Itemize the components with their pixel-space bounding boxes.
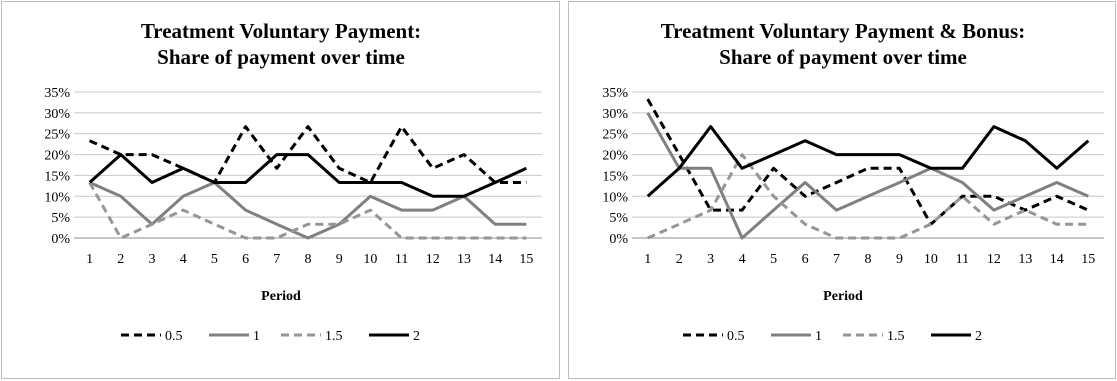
x-tick-label: 8 bbox=[865, 252, 872, 267]
x-axis-title: Period bbox=[823, 289, 863, 304]
x-tick-label: 3 bbox=[707, 252, 714, 267]
legend-label: 1 bbox=[253, 329, 260, 344]
chart-title: Share of payment over time bbox=[719, 45, 967, 69]
x-tick-label: 6 bbox=[802, 252, 809, 267]
y-tick-label: 0% bbox=[51, 232, 70, 247]
x-tick-label: 6 bbox=[242, 252, 249, 267]
series-line-2 bbox=[88, 153, 528, 198]
x-tick-label: 7 bbox=[273, 252, 280, 267]
legend-label: 1 bbox=[815, 329, 822, 344]
x-tick-label: 12 bbox=[426, 252, 440, 267]
x-tick-label: 11 bbox=[395, 252, 408, 267]
x-tick-label: 9 bbox=[336, 252, 343, 267]
series-line-0.5 bbox=[88, 125, 527, 184]
x-tick-label: 2 bbox=[676, 252, 683, 267]
x-tick-label: 7 bbox=[833, 252, 840, 267]
x-tick-label: 10 bbox=[363, 252, 377, 267]
series-line-1 bbox=[646, 112, 1089, 240]
y-tick-label: 30% bbox=[602, 107, 628, 122]
legend-label: 0.5 bbox=[165, 329, 183, 344]
x-tick-label: 15 bbox=[519, 252, 533, 267]
x-tick-label: 10 bbox=[924, 252, 938, 267]
y-tick-label: 20% bbox=[602, 149, 628, 164]
y-tick-label: 15% bbox=[602, 169, 628, 184]
legend-label: 2 bbox=[975, 329, 982, 344]
x-tick-label: 14 bbox=[1050, 252, 1064, 267]
chart-svg-right: Treatment Voluntary Payment & Bonus:Shar… bbox=[602, 19, 1104, 344]
x-tick-label: 9 bbox=[896, 252, 903, 267]
y-tick-label: 35% bbox=[44, 86, 70, 101]
x-tick-label: 4 bbox=[180, 252, 187, 267]
y-tick-label: 25% bbox=[44, 128, 70, 143]
y-tick-label: 0% bbox=[609, 232, 628, 247]
y-tick-label: 10% bbox=[44, 190, 70, 205]
x-tick-label: 12 bbox=[987, 252, 1001, 267]
y-tick-label: 5% bbox=[51, 211, 70, 226]
series-line-1.5 bbox=[88, 181, 527, 240]
y-tick-label: 10% bbox=[602, 190, 628, 205]
y-tick-label: 25% bbox=[602, 128, 628, 143]
x-tick-label: 4 bbox=[739, 252, 746, 267]
x-tick-label: 13 bbox=[457, 252, 471, 267]
chart-title: Treatment Voluntary Payment: bbox=[141, 19, 421, 43]
x-tick-label: 5 bbox=[770, 252, 777, 267]
x-tick-label: 3 bbox=[149, 252, 156, 267]
legend-label: 2 bbox=[413, 329, 420, 344]
chart-title: Share of payment over time bbox=[157, 45, 405, 69]
y-tick-label: 15% bbox=[44, 169, 70, 184]
x-tick-label: 2 bbox=[117, 252, 124, 267]
x-axis-title: Period bbox=[261, 289, 301, 304]
y-tick-label: 35% bbox=[602, 86, 628, 101]
x-tick-label: 11 bbox=[956, 252, 969, 267]
series-line-1.5 bbox=[647, 153, 1089, 240]
chart-title: Treatment Voluntary Payment & Bonus: bbox=[661, 19, 1025, 43]
x-tick-label: 1 bbox=[644, 252, 651, 267]
x-tick-label: 5 bbox=[211, 252, 218, 267]
x-tick-label: 13 bbox=[1018, 252, 1032, 267]
y-tick-label: 5% bbox=[609, 211, 628, 226]
chart-panel-left: Treatment Voluntary Payment: Share of pay… bbox=[1, 1, 560, 379]
y-tick-label: 30% bbox=[44, 107, 70, 122]
chart-svg-left: Treatment Voluntary Payment:Share of pay… bbox=[44, 19, 542, 344]
x-tick-label: 8 bbox=[305, 252, 312, 267]
chart-panel-right: Treatment Voluntary Payment & Bonus: Shar… bbox=[568, 1, 1116, 379]
legend-label: 0.5 bbox=[727, 329, 745, 344]
y-tick-label: 20% bbox=[44, 149, 70, 164]
legend-label: 1.5 bbox=[325, 329, 343, 344]
x-tick-label: 15 bbox=[1081, 252, 1095, 267]
x-tick-label: 14 bbox=[488, 252, 502, 267]
legend-label: 1.5 bbox=[887, 329, 905, 344]
series-line-0.5 bbox=[646, 98, 1089, 226]
series-line-2 bbox=[646, 125, 1090, 198]
series-line-1 bbox=[88, 181, 527, 240]
x-tick-label: 1 bbox=[86, 252, 93, 267]
